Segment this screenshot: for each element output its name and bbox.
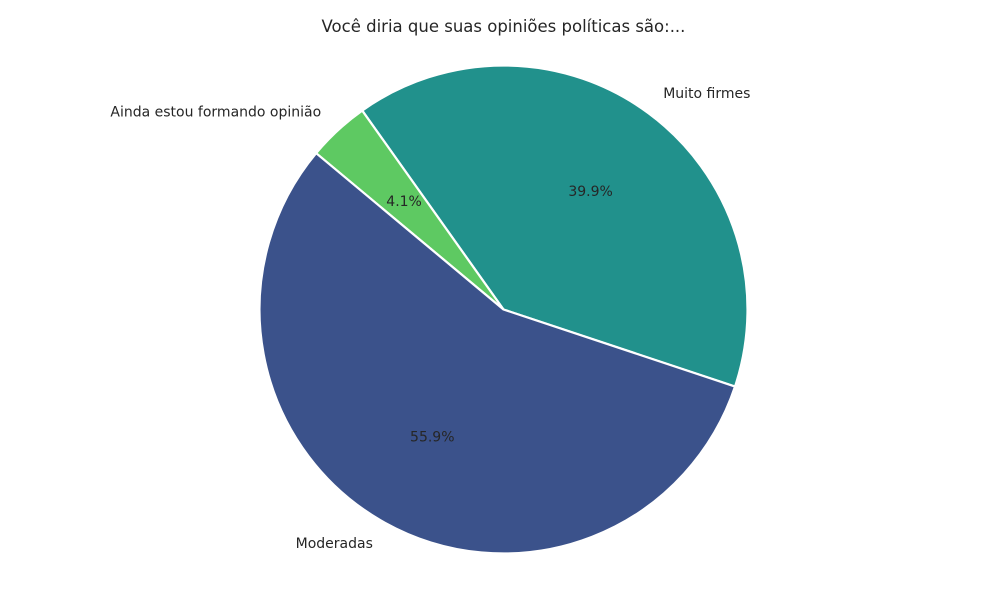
- slice-pct-label: 4.1%: [386, 194, 422, 210]
- pie-slice: [361, 64, 749, 388]
- slice-label: Moderadas: [296, 536, 373, 552]
- pie-labels: Muito firmes 39.9% Ainda estou formando op…: [110, 86, 750, 552]
- slice-label: Muito firmes: [663, 86, 750, 102]
- pie-slice: [258, 152, 737, 555]
- slice-pct-label: 39.9%: [568, 184, 612, 200]
- slice-label: Ainda estou formando opinião: [110, 105, 321, 121]
- chart-title: Você diria que suas opiniões políticas s…: [322, 17, 686, 36]
- pie-slices: [258, 64, 749, 555]
- slice-pct-label: 55.9%: [410, 429, 454, 445]
